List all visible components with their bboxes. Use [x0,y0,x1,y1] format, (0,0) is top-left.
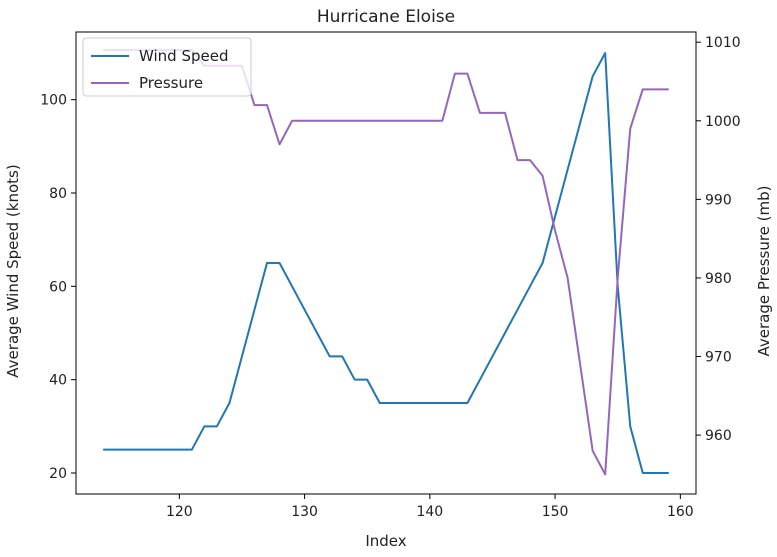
left-y-tick-label: 20 [49,466,67,482]
legend-label-pressure: Pressure [139,74,203,92]
right-y-tick-label: 980 [705,271,732,287]
left-y-tick-label: 60 [49,279,67,295]
x-tick-label: 130 [291,504,318,520]
plot-frame [75,31,697,495]
x-axis-label: Index [365,532,406,550]
x-tick-label: 150 [542,504,569,520]
plot-area: 120 130 140 150 160 20 40 60 80 100 960 970 980 990 10… [40,31,741,520]
x-tick-label: 140 [416,504,443,520]
right-y-tick-label: 960 [705,428,732,444]
left-y-tick-label: 100 [40,93,67,109]
series-line-wind-speed [103,52,669,474]
right-y-tick-label: 970 [705,350,732,366]
legend-box [82,37,252,97]
chart-title: Hurricane Eloise [317,7,455,27]
x-tick-label: 120 [166,504,193,520]
right-y-axis-label: Average Pressure (mb) [755,185,773,356]
right-y-tick-label: 990 [705,192,732,208]
left-y-tick-label: 80 [49,186,67,202]
legend-label-wind-speed: Wind Speed [139,47,229,65]
x-tick-label: 160 [667,504,694,520]
right-y-tick-label: 1010 [705,35,741,51]
left-y-axis-label: Average Wind Speed (knots) [4,164,22,377]
left-y-tick-label: 40 [49,373,67,389]
right-y-tick-label: 1000 [705,114,741,130]
